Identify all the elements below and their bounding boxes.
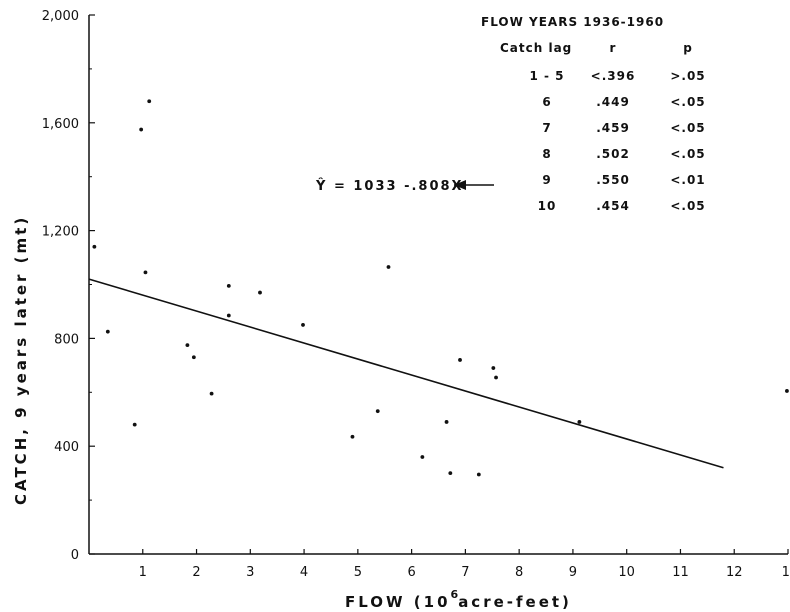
y-tick-label: 400 [54, 440, 79, 455]
table-header: p [683, 41, 693, 55]
equation-annotation: Ŷ = 1033 -.808X [315, 178, 494, 194]
annotation-arrow-head [454, 180, 466, 190]
x-axis-title: FLOW (106acre-feet) [345, 588, 572, 611]
table-p-cell: <.05 [670, 147, 705, 161]
table-r-cell: <.396 [591, 69, 636, 83]
data-point [458, 358, 462, 362]
data-point [301, 323, 305, 327]
correlation-table: FLOW YEARS 1936-1960 Catch lag r p 1 - 5 <.3… [481, 15, 705, 213]
data-point [350, 434, 355, 439]
table-p-cell: <.05 [670, 199, 705, 213]
x-tick-label: 2 [192, 565, 200, 580]
data-point [258, 290, 262, 295]
table-r-cell: .550 [596, 173, 630, 187]
regression-line [88, 278, 724, 469]
table-header: r [610, 41, 617, 55]
data-point [139, 127, 144, 132]
y-axis-title: CATCH, 9 years later (mt) [12, 215, 30, 505]
data-point [386, 265, 391, 269]
data-point [105, 329, 110, 334]
table-p-cell: >.05 [670, 69, 705, 83]
data-point [226, 283, 231, 288]
data-points [92, 99, 789, 477]
table-lag-cell: 1 - 5 [529, 69, 564, 83]
x-tick-label: 5 [354, 565, 362, 580]
data-point [420, 455, 425, 459]
data-point [191, 355, 196, 360]
data-point [132, 422, 137, 427]
table-lag-cell: 6 [542, 95, 551, 109]
table-p-cell: <.05 [670, 95, 705, 109]
x-tick-label: 11 [672, 565, 689, 580]
regression-equation: Ŷ = 1033 -.808X [315, 178, 464, 194]
x-tick-label: 10 [618, 565, 635, 580]
y-tick-label: 800 [54, 332, 79, 347]
data-point [185, 343, 190, 348]
table-lag-cell: 8 [542, 147, 551, 161]
y-tick-label: 1,200 [42, 225, 79, 240]
data-point [92, 244, 97, 249]
x-tick-label: 7 [461, 565, 469, 580]
table-r-cell: .449 [596, 95, 630, 109]
table-p-cell: <.05 [670, 121, 705, 135]
x-tick-label: 1 [139, 565, 147, 580]
table-p-cell: <.01 [670, 173, 705, 187]
data-point [143, 270, 148, 275]
data-point [577, 420, 582, 424]
y-tick-label: 0 [71, 548, 79, 563]
table-lag-cell: 9 [542, 173, 551, 187]
x-tick-label: 3 [246, 565, 254, 580]
table-r-cell: .502 [596, 147, 630, 161]
x-tick-label: 12 [726, 565, 743, 580]
data-point [444, 420, 449, 424]
table-lag-cell: 10 [538, 199, 557, 213]
x-tick-label: 1: [782, 565, 790, 580]
data-point [226, 313, 231, 318]
table-header: Catch lag [500, 41, 572, 55]
data-point [494, 375, 498, 380]
data-point [491, 366, 496, 370]
data-point [147, 99, 152, 104]
data-point [209, 391, 214, 396]
x-tick-label: 6 [407, 565, 415, 580]
y-tick-label: 1,600 [42, 117, 79, 132]
table-title: FLOW YEARS 1936-1960 [481, 15, 664, 29]
y-tick-label: 2,000 [42, 9, 79, 24]
data-point [448, 471, 453, 476]
x-tick-label: 4 [300, 565, 308, 580]
table-lag-cell: 7 [542, 121, 551, 135]
data-point [785, 389, 789, 393]
x-tick-label: 8 [515, 565, 523, 580]
table-r-cell: .454 [596, 199, 630, 213]
data-point [476, 472, 481, 477]
data-point [375, 409, 380, 414]
table-r-cell: .459 [596, 121, 630, 135]
x-tick-label: 9 [569, 565, 577, 580]
